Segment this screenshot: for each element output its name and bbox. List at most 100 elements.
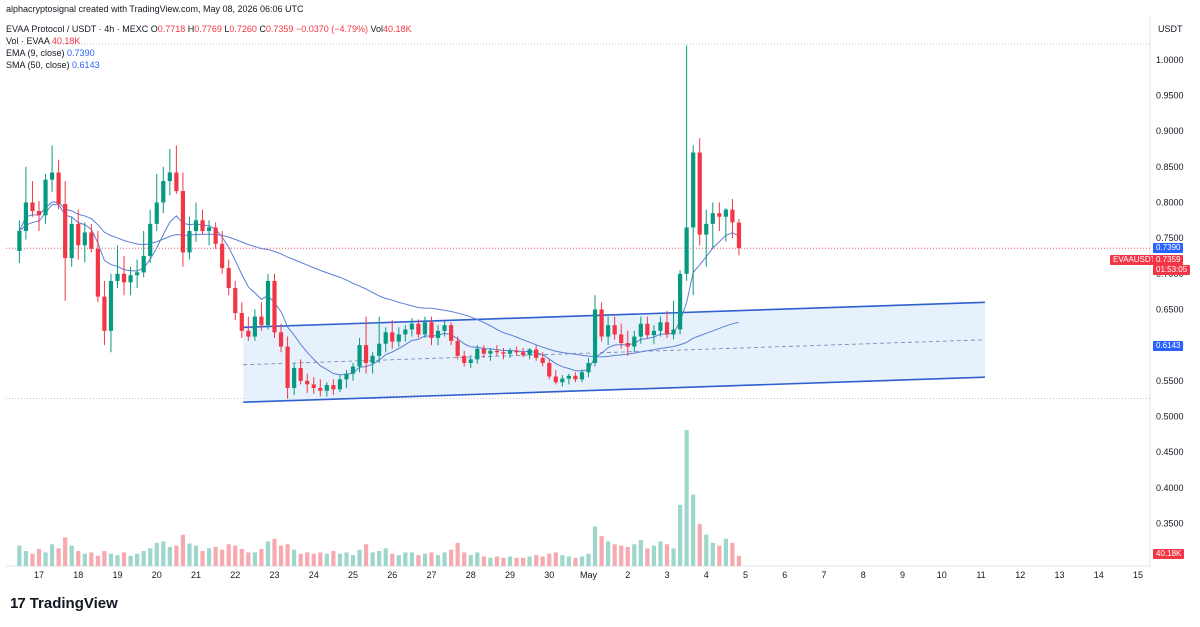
candle-body [121, 273, 127, 283]
volume-bar [89, 552, 94, 566]
volume-bar [259, 549, 264, 566]
candle-body [49, 172, 55, 180]
volume-bar [403, 552, 408, 566]
volume-bar [363, 544, 369, 566]
candle-body [370, 355, 375, 363]
time-tick-label: 21 [191, 570, 201, 580]
candle-body [377, 343, 382, 356]
candle-body [736, 222, 742, 249]
candle-body [82, 232, 87, 246]
time-tick-label: 15 [1133, 570, 1143, 580]
volume-bar [462, 552, 467, 566]
candle-body [710, 213, 715, 224]
candle-body [671, 329, 676, 335]
candle-body [383, 332, 388, 344]
candle-body [30, 202, 35, 212]
time-tick-label: 28 [466, 570, 476, 580]
candle-body [115, 273, 120, 281]
volume-bar [318, 552, 323, 566]
legend-ema-row[interactable]: EMA (9, close) 0.7390 [6, 48, 95, 58]
candle-body [677, 273, 683, 330]
last-price-tag: 0.7359 [1153, 255, 1184, 265]
candle-body [586, 362, 591, 373]
volume-bar [115, 555, 120, 566]
candle-body [337, 379, 343, 390]
volume-bar [658, 541, 663, 566]
candle-body [534, 349, 539, 358]
volume-bar [468, 555, 473, 566]
candle-body [292, 367, 297, 388]
candle-body [651, 330, 657, 336]
candle-body [265, 280, 271, 326]
time-tick-label: 17 [34, 570, 44, 580]
candle-body [331, 385, 336, 390]
volume-bar [520, 557, 526, 566]
volume-bar [278, 545, 284, 566]
channel-lower-line [243, 376, 986, 403]
candle-body [592, 309, 598, 363]
candle-body [442, 325, 447, 331]
volume-bar [475, 552, 480, 566]
candle-body [206, 227, 212, 231]
volume-bar [82, 553, 87, 566]
volume-bar [200, 551, 205, 566]
tradingview-brand[interactable]: 17 TradingView [10, 595, 118, 612]
candle-body [161, 181, 166, 203]
sma50-line [18, 201, 740, 358]
volume-bar [507, 556, 513, 566]
candle-body [540, 357, 545, 363]
time-tick-label: 27 [426, 570, 436, 580]
time-tick-label: 10 [937, 570, 947, 580]
candle-body [468, 359, 473, 363]
candle-body [363, 345, 369, 363]
volume-bar [49, 544, 55, 566]
candle-body [475, 348, 480, 360]
volume-bar [285, 544, 290, 566]
candle-body [128, 275, 133, 283]
candle-body [684, 227, 689, 274]
candle-body [180, 191, 186, 253]
volume-bar [625, 546, 630, 566]
volume-bar [180, 534, 186, 566]
volume-bar [697, 523, 702, 566]
volume-bar [612, 544, 617, 566]
volume-bar [148, 548, 153, 566]
volume-bar [36, 549, 42, 566]
volume-bar [154, 542, 159, 566]
price-tick-label: 0.8000 [1156, 197, 1184, 207]
candle-body [390, 332, 395, 342]
candle-body [664, 322, 670, 335]
volume-bar [17, 545, 22, 566]
candle-body [704, 223, 709, 235]
symbol-label: EVAA Protocol / USDT · 4h · MEXC [6, 24, 149, 34]
candle-body [220, 243, 225, 269]
candle-body [730, 209, 735, 223]
volume-bar [167, 546, 172, 566]
volume-bar [220, 549, 225, 566]
time-tick-label: 23 [269, 570, 279, 580]
time-tick-label: 24 [309, 570, 319, 580]
volume-bar [370, 552, 375, 566]
volume-bar [592, 526, 598, 566]
legend-volume-row[interactable]: Vol · EVAA 40.18K [6, 36, 81, 46]
candle-body [606, 325, 611, 337]
volume-bar [579, 556, 585, 566]
volume-bar [691, 494, 696, 566]
legend-sma-row[interactable]: SMA (50, close) 0.6143 [6, 60, 100, 70]
volume-bar [187, 543, 192, 566]
candle-body [344, 373, 349, 380]
candle-body [200, 220, 205, 231]
price-tick-label: 1.0000 [1156, 55, 1184, 65]
candle-body [285, 346, 290, 388]
candle-body [318, 387, 323, 391]
candle-body [69, 223, 74, 259]
candle-body [350, 366, 356, 374]
volume-bar [442, 552, 447, 566]
candle-body [56, 172, 61, 204]
candle-body [488, 350, 493, 354]
price-tick-label: 0.7500 [1156, 233, 1184, 243]
candle-body [429, 322, 434, 338]
time-tick-label: May [580, 570, 598, 580]
